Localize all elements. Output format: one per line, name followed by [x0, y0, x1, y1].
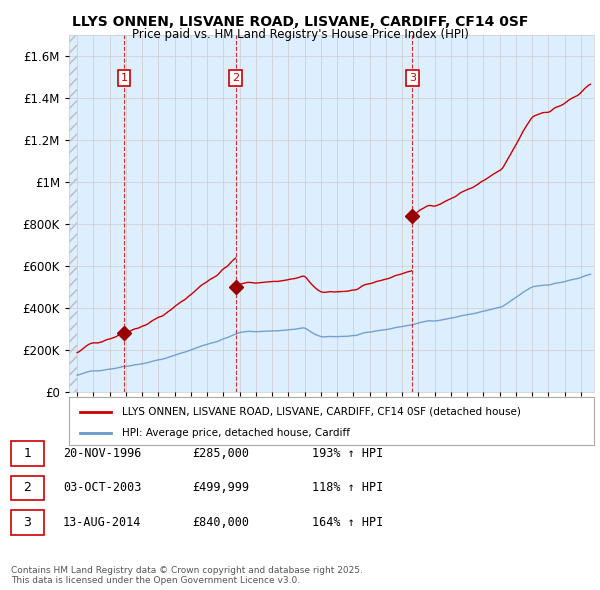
Text: 1: 1 [121, 73, 128, 83]
Text: 3: 3 [409, 73, 416, 83]
Text: LLYS ONNEN, LISVANE ROAD, LISVANE, CARDIFF, CF14 0SF (detached house): LLYS ONNEN, LISVANE ROAD, LISVANE, CARDI… [121, 407, 520, 417]
Text: 13-AUG-2014: 13-AUG-2014 [63, 516, 142, 529]
Text: £840,000: £840,000 [192, 516, 249, 529]
Text: Price paid vs. HM Land Registry's House Price Index (HPI): Price paid vs. HM Land Registry's House … [131, 28, 469, 41]
Text: 193% ↑ HPI: 193% ↑ HPI [312, 447, 383, 460]
Text: 1: 1 [23, 447, 31, 460]
Bar [69, 35, 77, 392]
Text: 2: 2 [232, 73, 239, 83]
Text: £499,999: £499,999 [192, 481, 249, 494]
Text: 3: 3 [23, 516, 31, 529]
Text: Contains HM Land Registry data © Crown copyright and database right 2025.
This d: Contains HM Land Registry data © Crown c… [11, 566, 362, 585]
Text: 2: 2 [23, 481, 31, 494]
Bar [69, 35, 77, 392]
Text: LLYS ONNEN, LISVANE ROAD, LISVANE, CARDIFF, CF14 0SF: LLYS ONNEN, LISVANE ROAD, LISVANE, CARDI… [72, 15, 528, 30]
Text: £285,000: £285,000 [192, 447, 249, 460]
Text: 164% ↑ HPI: 164% ↑ HPI [312, 516, 383, 529]
Text: 03-OCT-2003: 03-OCT-2003 [63, 481, 142, 494]
Text: 118% ↑ HPI: 118% ↑ HPI [312, 481, 383, 494]
Text: 20-NOV-1996: 20-NOV-1996 [63, 447, 142, 460]
Text: HPI: Average price, detached house, Cardiff: HPI: Average price, detached house, Card… [121, 428, 349, 438]
